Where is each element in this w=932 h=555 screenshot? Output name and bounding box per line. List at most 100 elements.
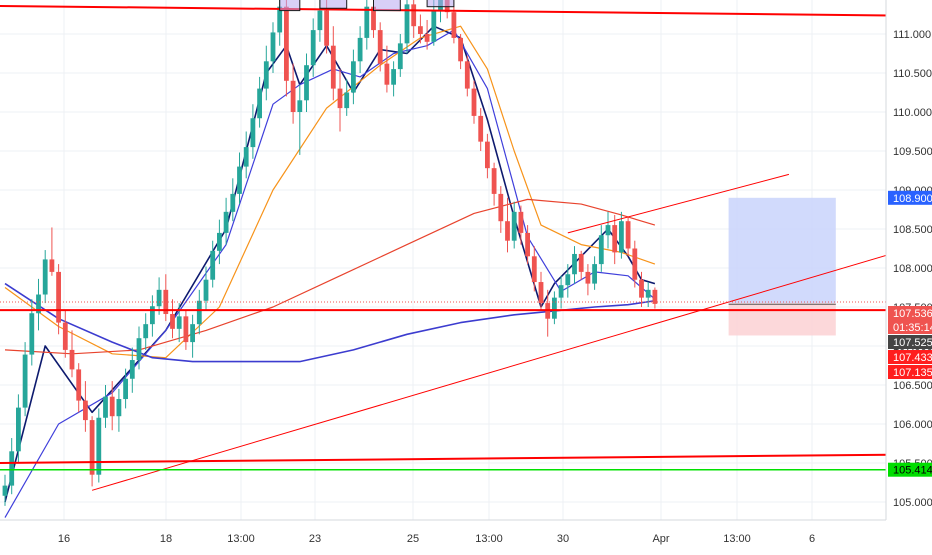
x-tick-label: 30 xyxy=(557,533,569,545)
candle-body xyxy=(230,193,236,212)
candle-body xyxy=(16,407,21,452)
candle-body xyxy=(217,232,222,251)
candle-body xyxy=(83,400,88,421)
candle-body xyxy=(505,221,510,241)
candle xyxy=(89,416,95,487)
y-tick-label: 111.000 xyxy=(893,29,931,41)
y-tick-label: 111.500 xyxy=(893,0,931,2)
candle xyxy=(525,225,530,265)
candle xyxy=(250,104,256,159)
ma-line-long_ma xyxy=(4,282,656,363)
candle-body xyxy=(458,37,463,62)
candle-body xyxy=(525,232,530,257)
candle-body xyxy=(351,61,356,93)
trendline xyxy=(567,173,790,234)
candle xyxy=(297,84,303,155)
resistance-box xyxy=(373,0,401,12)
candle xyxy=(458,34,463,70)
x-tick-label: 16 xyxy=(58,533,70,545)
candle xyxy=(511,201,517,249)
candle-body xyxy=(22,354,28,408)
candle xyxy=(397,34,403,77)
candle-body xyxy=(585,271,591,284)
candle-body xyxy=(143,324,149,339)
candle-body xyxy=(96,417,102,475)
candle xyxy=(471,80,477,124)
price-label: 108.900 xyxy=(888,190,932,205)
time-axis-panel xyxy=(0,520,886,550)
candle xyxy=(76,363,82,413)
stop-zone xyxy=(728,303,836,336)
candle-body xyxy=(257,88,262,119)
candle xyxy=(377,22,383,72)
candle-body xyxy=(552,297,557,319)
candle-body xyxy=(223,211,229,233)
x-tick-label: 13:00 xyxy=(227,533,255,545)
candle xyxy=(491,162,497,206)
candle xyxy=(578,250,584,280)
candle-body xyxy=(558,285,564,298)
candle-body xyxy=(498,193,504,222)
x-tick-label: Apr xyxy=(652,533,669,545)
price-label-bg xyxy=(888,365,932,379)
candle xyxy=(96,408,102,483)
candle xyxy=(605,211,611,249)
candle xyxy=(411,0,417,38)
candle-body xyxy=(645,289,651,298)
price-label: 105.414 xyxy=(888,462,932,477)
candle xyxy=(424,19,430,50)
price-label-bg xyxy=(888,462,932,477)
candle-body xyxy=(371,6,376,31)
candle xyxy=(170,299,175,339)
candle-body xyxy=(109,396,115,417)
target-zone xyxy=(728,197,836,304)
candle-body xyxy=(2,485,8,496)
price-label: 107.525 xyxy=(888,335,932,349)
y-tick-label: 106.500 xyxy=(893,380,932,392)
x-tick-label: 18 xyxy=(160,533,172,545)
candle xyxy=(69,330,75,378)
candle xyxy=(16,394,21,463)
candle-body xyxy=(344,92,350,109)
trendline xyxy=(91,248,910,491)
candles xyxy=(2,0,658,506)
candle xyxy=(42,250,48,304)
candle-body xyxy=(36,294,41,314)
x-tick-label: 25 xyxy=(407,533,419,545)
candle xyxy=(505,197,510,253)
price-label-bg xyxy=(888,320,932,334)
candle xyxy=(2,474,8,506)
candle xyxy=(619,211,624,259)
candle-body xyxy=(612,225,618,253)
candle-body xyxy=(136,338,142,361)
resistance-box xyxy=(319,0,348,9)
y-tick-label: 110.500 xyxy=(893,68,932,80)
candle-body xyxy=(572,253,577,275)
price-label-text: 107.536 xyxy=(893,308,932,320)
candle-body xyxy=(62,322,68,350)
candle-body xyxy=(464,61,470,89)
candle xyxy=(310,18,316,77)
candle-body xyxy=(632,248,638,280)
candle xyxy=(217,219,222,265)
candle-body xyxy=(337,88,343,109)
candle xyxy=(203,266,209,311)
candle xyxy=(83,381,88,432)
candle xyxy=(639,271,644,307)
price-label: 01:35:14 xyxy=(888,320,932,334)
candle xyxy=(632,240,638,288)
candle-body xyxy=(150,306,155,325)
candle xyxy=(129,347,135,393)
candle-body xyxy=(431,10,437,42)
candle-body xyxy=(42,259,48,295)
candle xyxy=(243,131,249,179)
candle xyxy=(210,240,216,288)
candle xyxy=(223,197,229,245)
candle xyxy=(150,295,155,337)
candle xyxy=(56,264,61,335)
y-tick-label: 106.000 xyxy=(893,419,932,431)
candle xyxy=(464,55,470,97)
x-tick-label: 13:00 xyxy=(475,533,503,545)
